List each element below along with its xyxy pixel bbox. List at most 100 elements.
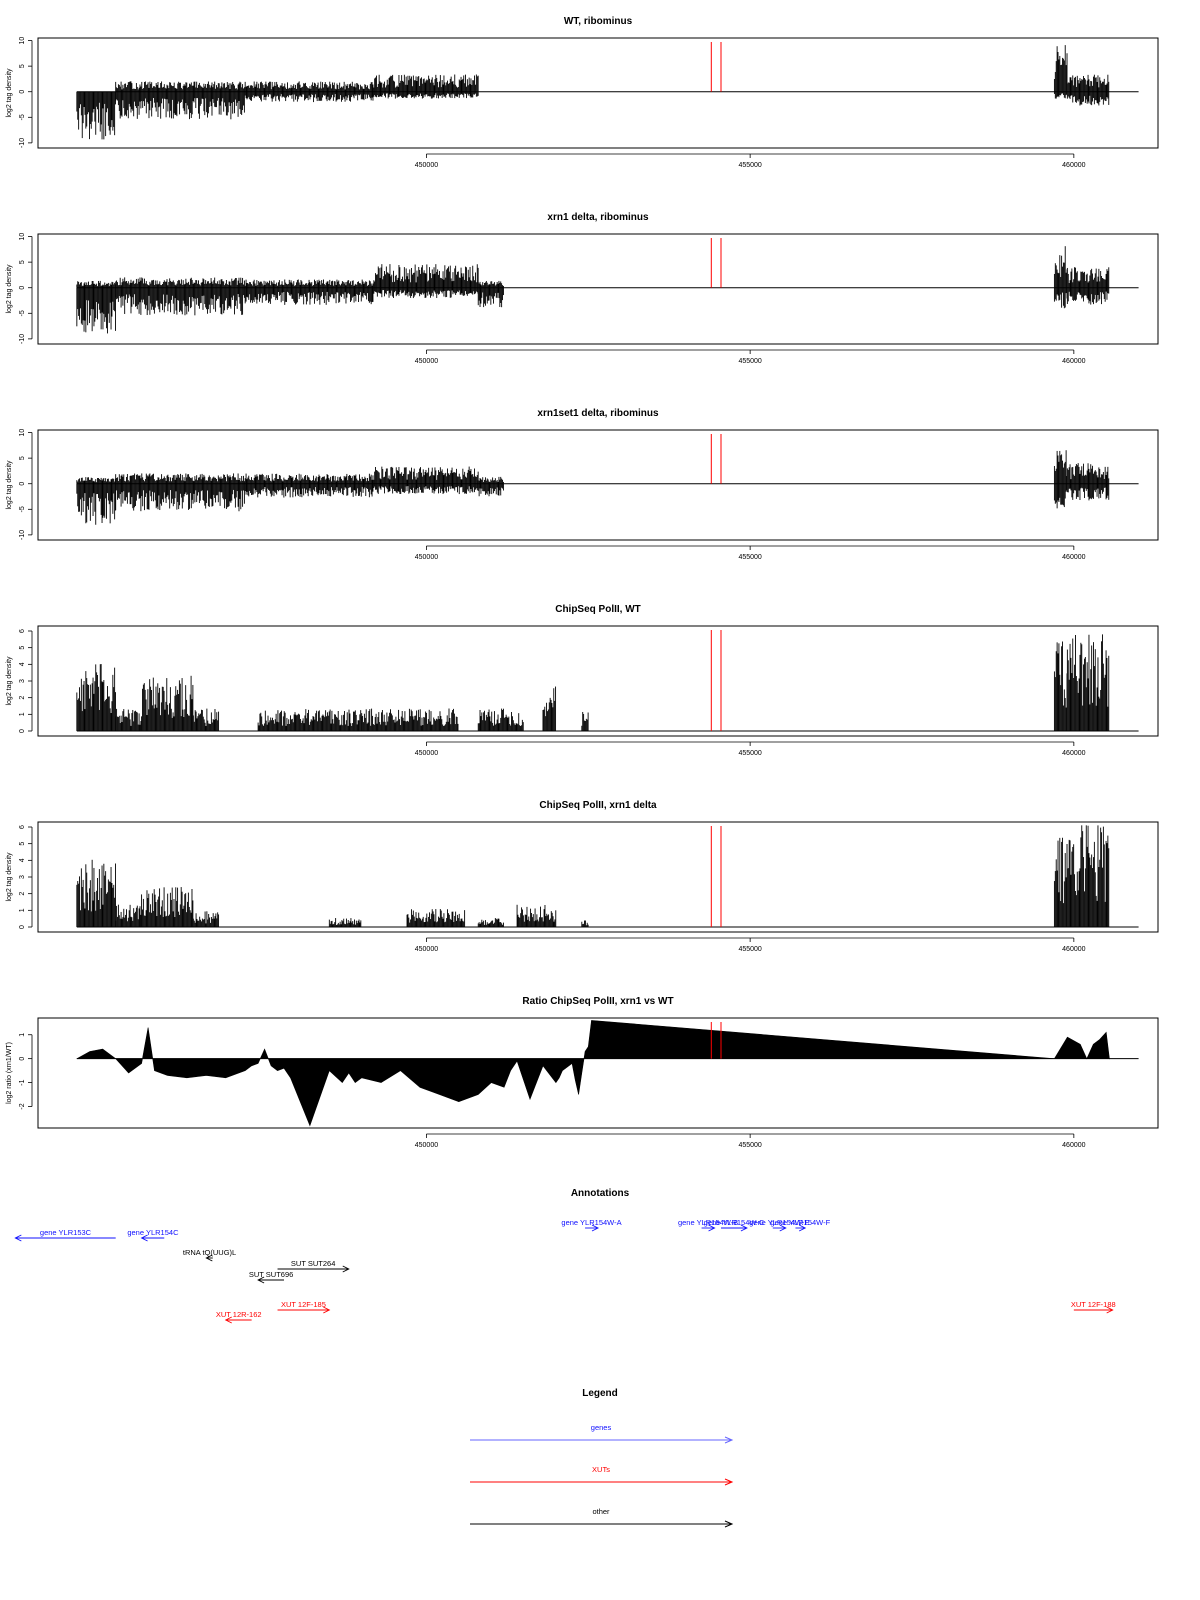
x-tick-label: 455000 bbox=[738, 358, 761, 365]
segment-6 bbox=[361, 708, 459, 731]
y-axis-label: log2 tag density bbox=[6, 656, 13, 706]
legend-label: XUTs bbox=[592, 1465, 610, 1474]
arrow-head bbox=[708, 1224, 716, 1232]
annotation-item: SUT SUT696 bbox=[249, 1270, 293, 1284]
y-tick-label: 3 bbox=[19, 679, 26, 683]
x-tick-label: 460000 bbox=[1062, 554, 1085, 561]
panel-title: WT, ribominus bbox=[564, 16, 633, 27]
annotation-label: gene YLR154C bbox=[127, 1228, 179, 1237]
annotation-label: gene YLR154W-C bbox=[704, 1218, 765, 1227]
segment-5 bbox=[328, 918, 362, 927]
y-tick-label: 10 bbox=[19, 37, 26, 45]
y-axis-label: log2 tag density bbox=[6, 264, 13, 314]
segment-5 bbox=[257, 709, 363, 731]
annotation-item: gene YLR154W-F bbox=[770, 1218, 831, 1232]
legend-label: other bbox=[592, 1507, 610, 1516]
x-tick-label: 450000 bbox=[415, 946, 438, 953]
segment-2 bbox=[115, 708, 142, 731]
annotations-title: Annotations bbox=[571, 1188, 630, 1199]
y-tick-label: -5 bbox=[19, 310, 26, 316]
arrow-head bbox=[14, 1234, 22, 1242]
x-tick-label: 455000 bbox=[738, 946, 761, 953]
y-tick-label: -5 bbox=[19, 506, 26, 512]
arrow-head bbox=[257, 1276, 265, 1284]
x-axis: 450000 455000 460000 bbox=[415, 741, 1086, 757]
segment-3 bbox=[141, 675, 194, 731]
annotation-item: XUT 12F-185 bbox=[277, 1300, 331, 1314]
x-tick-label: 455000 bbox=[738, 162, 761, 169]
legend-item: other bbox=[470, 1507, 734, 1528]
segment-2 bbox=[115, 473, 245, 512]
x-axis: 450000 455000 460000 bbox=[415, 153, 1086, 169]
segment-7 bbox=[477, 708, 524, 731]
y-tick-label: -2 bbox=[19, 1103, 26, 1109]
arrow-head bbox=[724, 1478, 734, 1486]
arrow-head bbox=[724, 1520, 734, 1528]
annotation-label: gene YLR154W-A bbox=[561, 1218, 621, 1227]
legend: Legend genes XUTs other bbox=[470, 1388, 734, 1528]
segment-1 bbox=[76, 280, 116, 334]
annotation-label: gene YLR153C bbox=[40, 1228, 92, 1237]
x-tick-label: 450000 bbox=[415, 750, 438, 757]
segment-9 bbox=[581, 711, 589, 731]
segment-7 bbox=[477, 918, 504, 927]
segment-3 bbox=[141, 887, 194, 927]
arrow-head bbox=[140, 1234, 148, 1242]
x-tick-label: 455000 bbox=[738, 750, 761, 757]
x-axis: 450000 455000 460000 bbox=[415, 545, 1086, 561]
plot-frame bbox=[37, 429, 1159, 541]
segment-5 bbox=[477, 476, 504, 497]
y-tick-label: -5 bbox=[19, 114, 26, 120]
legend-label: genes bbox=[591, 1423, 612, 1432]
annotation-label: tRNA tQ(UUG)L bbox=[183, 1248, 236, 1257]
segment-4 bbox=[374, 466, 479, 495]
x-tick-label: 450000 bbox=[415, 358, 438, 365]
arrow-head bbox=[1106, 1306, 1114, 1314]
x-axis: 450000 455000 460000 bbox=[415, 937, 1086, 953]
y-tick-label: -10 bbox=[19, 138, 26, 148]
segment-4 bbox=[192, 911, 220, 927]
panel-4: ChipSeq PolII, WT 0 1 2 3 4 5 6 log2 tag density… bbox=[6, 604, 1159, 757]
y-axis-label: log2 tag density bbox=[6, 68, 13, 118]
y-tick-label: 2 bbox=[19, 892, 26, 896]
y-tick-label: 5 bbox=[19, 260, 26, 264]
panel-5: ChipSeq PolII, xrn1 delta 0 1 2 3 4 5 6 log2 tag… bbox=[6, 800, 1159, 953]
y-tick-label: 0 bbox=[19, 90, 26, 94]
segment-6 bbox=[1066, 74, 1110, 106]
annotation-item: SUT SUT264 bbox=[277, 1259, 350, 1273]
segment-5 bbox=[477, 280, 504, 308]
legend-title: Legend bbox=[582, 1388, 618, 1399]
y-tick-label: 0 bbox=[19, 482, 26, 486]
annotation-item: gene YLR154W-A bbox=[561, 1218, 622, 1232]
y-tick-label: 1 bbox=[19, 712, 26, 716]
panel-6: Ratio ChipSeq PolII, xrn1 vs WT -2 -1 0 1 log… bbox=[6, 996, 1159, 1149]
y-tick-label: 0 bbox=[19, 925, 26, 929]
arrow-head bbox=[798, 1224, 807, 1232]
legend-item: XUTs bbox=[470, 1465, 734, 1486]
annotation-item: gene YLR154C bbox=[127, 1228, 179, 1242]
y-tick-label: 6 bbox=[19, 825, 26, 829]
y-tick-label: 5 bbox=[19, 646, 26, 650]
y-axis: -2 -1 0 1 log2 ratio (xrn1/WT) bbox=[6, 1033, 33, 1110]
legend-item: genes bbox=[470, 1423, 734, 1444]
plot-frame bbox=[37, 233, 1159, 345]
annotation-item: gene YLR154W-B bbox=[678, 1218, 738, 1232]
segment-2 bbox=[115, 904, 142, 927]
segment-6 bbox=[1053, 246, 1068, 309]
arrow-head bbox=[342, 1265, 350, 1273]
x-tick-label: 450000 bbox=[415, 1142, 438, 1149]
x-tick-label: 460000 bbox=[1062, 750, 1085, 757]
segment-3 bbox=[244, 279, 375, 305]
annotation-item: gene YLR154W-E bbox=[749, 1218, 809, 1232]
plot-frame bbox=[37, 821, 1159, 933]
arrow-head bbox=[724, 1436, 734, 1444]
y-tick-label: -1 bbox=[19, 1079, 26, 1085]
annotation-item: gene YLR154W-C bbox=[704, 1218, 765, 1232]
segment-6 bbox=[1053, 450, 1068, 509]
y-tick-label: 0 bbox=[19, 286, 26, 290]
y-tick-label: -10 bbox=[19, 530, 26, 540]
segment-6 bbox=[406, 909, 466, 927]
x-tick-label: 460000 bbox=[1062, 162, 1085, 169]
y-tick-label: 2 bbox=[19, 696, 26, 700]
panel-title: ChipSeq PolII, WT bbox=[555, 604, 641, 615]
